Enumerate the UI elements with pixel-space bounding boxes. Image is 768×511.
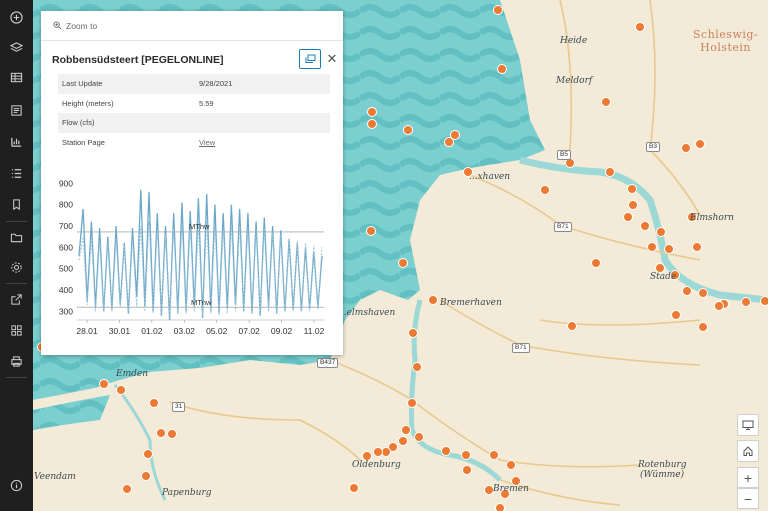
x-tick-label: 05.02 [206, 326, 228, 336]
toolbar-divider [6, 377, 27, 378]
zoom-icon [53, 21, 62, 30]
home-icon[interactable] [737, 440, 759, 462]
table-row: Flow (cfs) [58, 113, 330, 133]
place-label: Emden [116, 369, 148, 379]
chart-icon[interactable] [0, 128, 33, 154]
reference-line-label: MThw [189, 222, 210, 231]
place-label: ...elmshaven [338, 308, 396, 318]
layers-icon[interactable] [0, 34, 33, 60]
print-icon[interactable] [0, 348, 33, 374]
list-icon[interactable] [0, 160, 33, 186]
legend-icon[interactable] [0, 97, 33, 123]
attribute-table: Last Update 9/28/2021 Height (meters) 5.59… [58, 74, 330, 152]
toolbar-divider [6, 283, 27, 284]
x-tick-label: 30.01 [109, 326, 131, 336]
place-label: Meldorf [556, 76, 593, 86]
station-page-link[interactable]: View [199, 137, 216, 147]
table-row: Station Page View [58, 133, 330, 153]
road-shield: B437 [317, 358, 339, 368]
popup-title: Robbensüdsteert [PEGELONLINE] [52, 54, 224, 66]
region-label-line: Schleswig- [693, 28, 759, 41]
y-tick-label: 600 [59, 242, 73, 252]
feature-popup: Zoom to Robbensüdsteert [PEGELONLINE] ✕ … [41, 11, 343, 355]
table-icon[interactable] [0, 64, 33, 90]
dock-button[interactable] [299, 49, 321, 69]
gear-icon[interactable] [0, 254, 33, 280]
place-label: Papenburg [162, 488, 212, 498]
road-shield: B71 [512, 343, 530, 353]
place-label: Veendam [34, 472, 76, 482]
attribute-value: 5.59 [199, 98, 214, 108]
zoom-in-button[interactable]: + [737, 467, 759, 488]
place-label: Heide [560, 36, 588, 46]
plus-icon[interactable] [0, 4, 33, 30]
zoom-to-action[interactable]: Zoom to [41, 11, 343, 41]
region-label-line: Holstein [700, 41, 752, 54]
y-tick-label: 700 [59, 221, 73, 231]
place-label: Rotenburg [638, 460, 687, 470]
left-toolbar [0, 0, 33, 511]
road-shield: 31 [172, 402, 186, 412]
water-level-line [78, 189, 323, 321]
zoom-to-label: Zoom to [66, 20, 98, 31]
attribute-value: 9/28/2021 [195, 74, 330, 94]
x-tick-label: 07.02 [239, 326, 261, 336]
share-icon[interactable] [0, 286, 33, 312]
y-tick-label: 300 [59, 306, 73, 316]
screen-icon[interactable] [737, 414, 759, 436]
folder-icon[interactable] [0, 224, 33, 250]
zoom-out-button[interactable]: − [737, 488, 759, 509]
bookmark-icon[interactable] [0, 191, 33, 217]
close-icon[interactable]: ✕ [326, 51, 338, 66]
place-label: Elmshorn [690, 213, 734, 223]
dock-icon [305, 54, 315, 63]
place-label: Bremerhaven [440, 298, 502, 308]
attribute-key: Flow (cfs) [58, 113, 195, 133]
attribute-value: View [195, 133, 330, 153]
x-tick-label: 03.02 [174, 326, 196, 336]
region-label: Schleswig- Holstein [693, 28, 758, 54]
y-tick-label: 500 [59, 264, 73, 274]
place-label: Stade [650, 272, 677, 282]
x-tick-label: 01.02 [141, 326, 163, 336]
x-tick-label: 28.01 [76, 326, 98, 336]
table-row: Last Update 9/28/2021 [58, 74, 330, 94]
reference-line-label: MTnw [191, 298, 212, 307]
attribute-key: Height (meters) [62, 98, 114, 108]
x-tick-label: 09.02 [271, 326, 293, 336]
road-shield: B71 [554, 222, 572, 232]
attribute-key: Station Page [62, 137, 105, 147]
x-tick-label: 11.02 [304, 326, 325, 336]
apps-icon[interactable] [0, 317, 33, 343]
road-shield: B3 [646, 142, 660, 152]
table-row: Height (meters) 5.59 [58, 94, 330, 114]
place-label: Oldenburg [352, 460, 401, 470]
place-label: (Wümme) [640, 470, 685, 480]
place-label: ...xhaven [469, 172, 511, 182]
attribute-key: Last Update [58, 74, 195, 94]
y-tick-label: 800 [59, 200, 73, 210]
attribute-value [195, 113, 330, 133]
place-label: Bremen [493, 484, 529, 494]
y-tick-label: 400 [59, 285, 73, 295]
road-shield: B5 [557, 150, 571, 160]
forecast-line [78, 221, 323, 318]
toolbar-divider [6, 221, 27, 222]
y-tick-label: 900 [59, 178, 73, 188]
info-icon[interactable] [0, 472, 33, 498]
